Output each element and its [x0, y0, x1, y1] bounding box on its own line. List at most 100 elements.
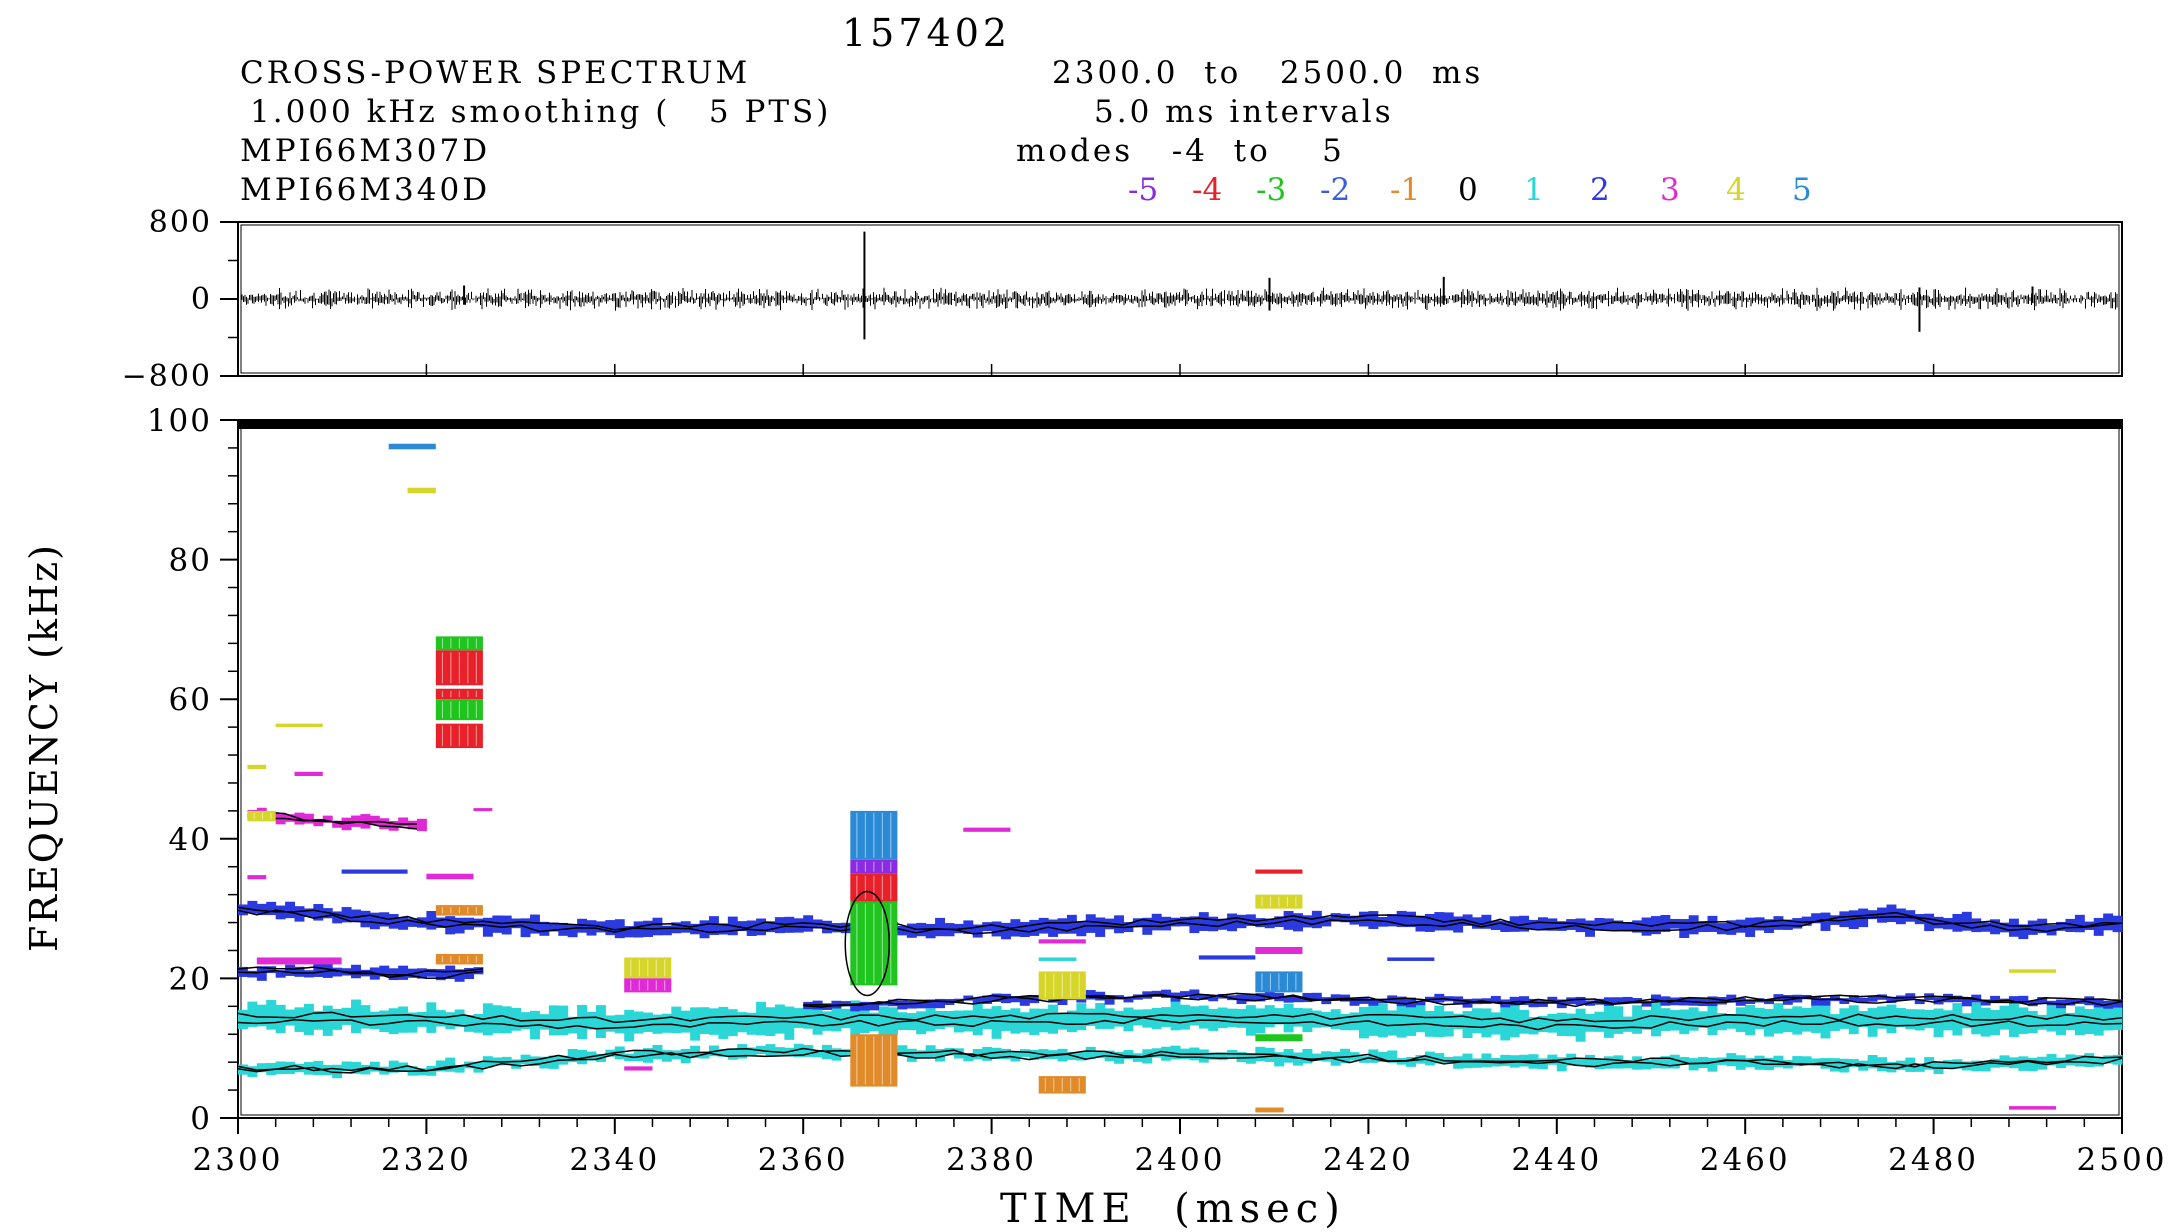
band-mark-1 — [1481, 1053, 1492, 1068]
band-mark-1 — [473, 1061, 484, 1073]
band-mark-1 — [925, 1008, 936, 1032]
band-mark-1 — [369, 1011, 380, 1030]
band-mark-2 — [661, 925, 672, 936]
block-mark-3 — [473, 808, 493, 812]
band-mark-2 — [313, 963, 324, 977]
band-mark-2 — [539, 921, 550, 936]
band-mark-1 — [972, 1049, 983, 1060]
band-mark-1 — [1848, 1059, 1859, 1068]
band-mark-2 — [1132, 918, 1143, 928]
band-mark-1 — [1641, 1009, 1652, 1030]
band-mark-2 — [1217, 918, 1228, 930]
band-mark-1 — [1123, 1007, 1134, 1032]
band-mark-2 — [1905, 993, 1916, 1001]
block-mark-2 — [1198, 955, 1256, 960]
band-mark-2 — [2008, 918, 2019, 937]
band-mark-2 — [840, 1001, 851, 1007]
band-mark-2 — [1358, 911, 1369, 927]
block-mark-neg1 — [1255, 1107, 1284, 1113]
band-mark-1 — [1311, 1010, 1322, 1028]
block-mark-2 — [1387, 957, 1435, 961]
band-mark-2 — [1010, 996, 1021, 1003]
band-mark-1 — [812, 1049, 823, 1058]
band-mark-1 — [1208, 1052, 1219, 1060]
band-mark-1 — [1914, 1063, 1925, 1072]
band-mark-1 — [1622, 1016, 1633, 1032]
band-mark-1 — [1472, 1058, 1482, 1068]
legend-mode-neg4: -4 — [1192, 172, 1223, 208]
band-mark-3 — [388, 821, 399, 831]
band-mark-1 — [1321, 1051, 1332, 1062]
block-mark-3 — [426, 873, 474, 880]
band-mark-1 — [1076, 1051, 1087, 1061]
band-mark-1 — [398, 1006, 409, 1033]
band-mark-1 — [2027, 1010, 2038, 1034]
band-mark-1 — [1236, 1008, 1247, 1028]
band-ridge — [237, 1049, 2123, 1074]
band-mark-2 — [1867, 996, 1878, 1002]
band-mark-2 — [1189, 989, 1200, 999]
band-mark-1 — [1490, 1012, 1501, 1035]
band-mark-2 — [1170, 917, 1181, 927]
band-mark-1 — [2037, 1014, 2048, 1030]
band-mark-1 — [351, 1061, 361, 1074]
band-mark-2 — [1311, 910, 1322, 929]
modes-text: modes -4 to 5 — [1016, 133, 1345, 169]
band-mark-1 — [1114, 1010, 1124, 1027]
band-mark-3 — [369, 815, 380, 826]
band-mark-1 — [935, 1049, 945, 1062]
band-mark-2 — [737, 921, 748, 932]
band-mark-2 — [624, 926, 635, 938]
band-mark-1 — [916, 1050, 927, 1058]
band-mark-2 — [1095, 917, 1106, 937]
band-mark-2 — [1613, 997, 1624, 1003]
band-mark-1 — [1537, 1058, 1548, 1070]
legend-mode-3: 3 — [1660, 172, 1680, 208]
band-mark-1 — [1481, 1008, 1492, 1038]
band-mark-2 — [1029, 919, 1040, 936]
band-mark-1 — [1255, 1008, 1266, 1034]
band-mark-1 — [709, 1008, 719, 1035]
band-mark-1 — [1556, 1057, 1567, 1072]
band-mark-2 — [1302, 915, 1313, 928]
x-tick-label: 2480 — [1888, 1142, 1979, 1178]
band-mark-2 — [266, 966, 277, 974]
band-mark-2 — [1603, 997, 1614, 1006]
band-mark-2 — [1556, 921, 1567, 931]
band-mark-2 — [379, 912, 390, 927]
band-mark-2 — [1311, 992, 1322, 1001]
band-mark-1 — [1848, 1005, 1859, 1035]
band-mark-1 — [1754, 1007, 1765, 1030]
band-mark-2 — [1820, 912, 1831, 931]
band-mark-3 — [285, 814, 296, 822]
x-tick-label: 2380 — [946, 1142, 1037, 1178]
band-mark-1 — [520, 1054, 531, 1065]
band-mark-1 — [1434, 1005, 1445, 1038]
band-mark-2 — [822, 920, 832, 934]
band-mark-2 — [1085, 990, 1096, 1000]
band-mark-2 — [1669, 918, 1680, 929]
band-mark-2 — [445, 916, 456, 935]
band-mark-2 — [1481, 914, 1492, 929]
band-mark-2 — [935, 998, 945, 1009]
band-mark-2 — [1293, 996, 1303, 1003]
signal-ytick-label: 800 — [149, 205, 212, 240]
band-mark-1 — [690, 1007, 701, 1041]
band-mark-1 — [1358, 1006, 1369, 1039]
block-mark-4 — [2008, 969, 2057, 973]
x-axis-title: TIME (msec) — [1000, 1186, 1346, 1232]
band-mark-1 — [1905, 1009, 1916, 1030]
band-mark-2 — [897, 925, 908, 936]
band-mark-1 — [1264, 1005, 1275, 1028]
band-mark-2 — [398, 917, 409, 930]
band-mark-2 — [1726, 994, 1737, 1003]
band-mark-1 — [1735, 1055, 1746, 1070]
legend-mode-neg2: -2 — [1320, 172, 1351, 208]
band-mark-1 — [1575, 1059, 1586, 1066]
band-mark-2 — [247, 970, 258, 978]
band-mark-1 — [1302, 1048, 1313, 1064]
band-ridge — [803, 993, 2123, 1008]
band-mark-2 — [1057, 918, 1068, 934]
block-mark-4 — [407, 487, 436, 494]
